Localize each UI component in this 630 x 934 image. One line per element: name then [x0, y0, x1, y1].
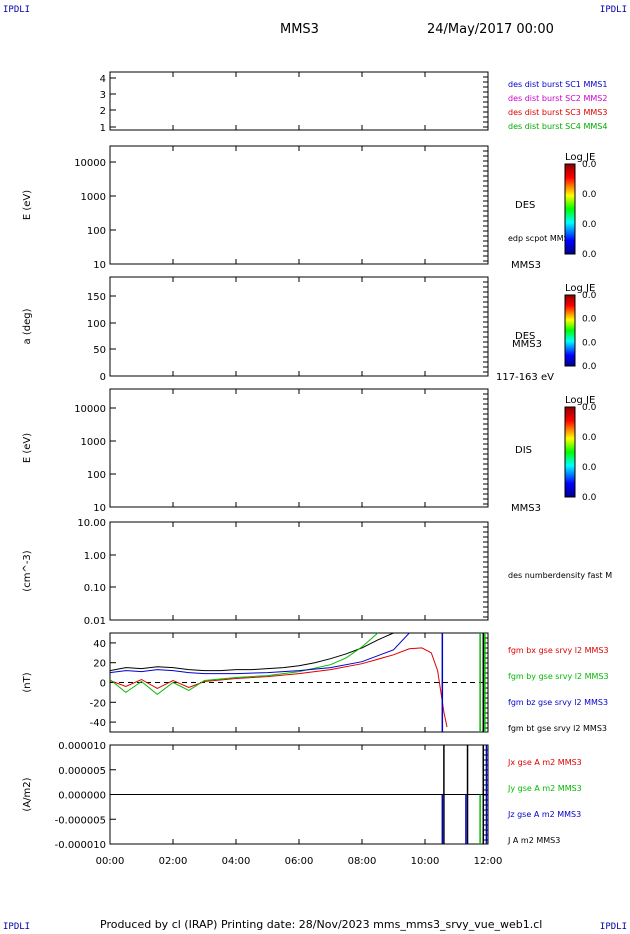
time-tick-label: 02:00 — [159, 856, 188, 867]
y-tick-label: 1.00 — [84, 551, 106, 562]
legend-entry: J A m2 MMS3 — [507, 836, 560, 845]
y-tick-label: -40 — [90, 718, 106, 729]
y-tick-label: 10 — [93, 260, 106, 271]
y-tick-label: 50 — [93, 345, 106, 356]
p5-frame — [109, 521, 489, 621]
y-tick-label: 0.000010 — [58, 741, 106, 752]
series-line — [109, 632, 394, 672]
p2-side-label: DES — [515, 200, 535, 211]
date-title: 24/May/2017 00:00 — [427, 22, 554, 37]
legend-entry: fgm bx gse srvy l2 MMS3 — [508, 646, 609, 655]
y-tick-label: 1000 — [81, 437, 106, 448]
p4-side-label: DIS — [515, 445, 532, 456]
p4-colorbar-title: Log JE — [565, 395, 595, 406]
legend-entry: fgm bz gse srvy l2 MMS3 — [508, 698, 608, 707]
y-tick-label: 0.01 — [84, 616, 106, 627]
p4-bottom-label: MMS3 — [511, 503, 541, 514]
y-tick-label: 10 — [93, 503, 106, 514]
legend-entry: Jx gse A m2 MMS3 — [507, 758, 582, 767]
corner-mark-top-right: IPDLI — [599, 5, 627, 15]
colorbar-tick-label: 0.0 — [582, 220, 597, 230]
y-tick-label: 0 — [100, 372, 106, 383]
colorbar-tick-label: 0.0 — [582, 291, 597, 301]
legend-entry: fgm bt gse srvy l2 MMS3 — [508, 724, 607, 733]
legend-entry: des numberdensity fast M — [508, 571, 612, 580]
time-tick-label: 04:00 — [222, 856, 251, 867]
y-tick-label: 150 — [87, 292, 106, 303]
colorbar-tick-label: 0.0 — [582, 338, 597, 348]
series-line — [109, 632, 379, 696]
p2-sub-label: edp scpot MMS3 — [508, 234, 574, 243]
footer-credit: Produced by cl (IRAP) Printing date: 28/… — [100, 918, 543, 931]
y-tick-label: 100 — [87, 470, 106, 481]
p3-bottom-label: 117-163 eV — [496, 372, 554, 383]
colorbar-tick-label: 0.0 — [582, 433, 597, 443]
time-tick-label: 00:00 — [96, 856, 125, 867]
y-tick-label: 1 — [100, 123, 106, 134]
p2-bottom-label: MMS3 — [511, 260, 541, 271]
legend-entry: des dist burst SC3 MMS3 — [508, 108, 607, 117]
y-tick-label: 100 — [87, 226, 106, 237]
y-tick-label: 10000 — [74, 404, 106, 415]
colorbar-tick-label: 0.0 — [582, 403, 597, 413]
corner-mark-bottom-left: IPDLI — [3, 922, 31, 932]
p3-ylabel: a (deg) — [22, 308, 33, 344]
p1-frame — [109, 71, 489, 131]
y-tick-label: 0.10 — [84, 583, 106, 594]
p4-frame — [109, 388, 489, 508]
p2-frame — [109, 145, 489, 265]
p7-ylabel: (A/m2) — [22, 777, 33, 811]
p3-colorbar-title: Log JE — [565, 283, 595, 294]
p3-side-label: DES — [515, 331, 535, 342]
legend-entry: fgm by gse srvy l2 MMS3 — [508, 672, 609, 681]
p5-ylabel: (cm^-3) — [22, 550, 33, 591]
p3-sub-label: MMS3 — [512, 339, 542, 350]
p2-colorbar — [564, 163, 576, 255]
p3-frame — [109, 276, 489, 377]
legend-entry: Jz gse A m2 MMS3 — [507, 810, 581, 819]
legend-entry: des dist burst SC4 MMS4 — [508, 122, 607, 131]
p4-ylabel: E (eV) — [22, 433, 33, 463]
y-tick-label: 0 — [100, 679, 106, 690]
time-tick-label: 10:00 — [411, 856, 440, 867]
y-tick-label: 10000 — [74, 158, 106, 169]
y-tick-label: 20 — [93, 659, 106, 670]
series-line — [109, 632, 410, 675]
time-tick-label: 06:00 — [285, 856, 314, 867]
series-line — [109, 647, 448, 728]
y-tick-label: 4 — [100, 74, 106, 85]
p2-colorbar-title: Log JE — [565, 152, 595, 163]
y-tick-label: -0.000010 — [55, 840, 106, 851]
y-tick-label: 100 — [87, 319, 106, 330]
corner-mark-bottom-right: IPDLI — [599, 922, 627, 932]
p2-ylabel: E (eV) — [22, 190, 33, 220]
y-tick-label: 10.00 — [77, 518, 106, 529]
y-tick-label: 0.000000 — [58, 791, 106, 802]
colorbar-tick-label: 0.0 — [582, 362, 597, 372]
y-tick-label: 1000 — [81, 192, 106, 203]
colorbar-tick-label: 0.0 — [582, 250, 597, 260]
colorbar-tick-label: 0.0 — [582, 315, 597, 325]
legend-entry: Jy gse A m2 MMS3 — [507, 784, 582, 793]
y-tick-label: 3 — [100, 90, 106, 101]
y-tick-label: 2 — [100, 106, 106, 117]
y-tick-label: 0.000005 — [58, 766, 106, 777]
colorbar-tick-label: 0.0 — [582, 493, 597, 503]
colorbar-tick-label: 0.0 — [582, 190, 597, 200]
p3-colorbar — [564, 294, 576, 367]
colorbar-tick-label: 0.0 — [582, 160, 597, 170]
stacked-panels-chart: 1 2 3 4 des dist burst SC1 MMS1 des dist burs… — [22, 71, 612, 867]
y-tick-label: -0.000005 — [55, 815, 106, 826]
p4-colorbar — [564, 406, 576, 498]
y-tick-label: 40 — [93, 639, 106, 650]
legend-entry: des dist burst SC1 MMS1 — [508, 80, 607, 89]
corner-mark-top-left: IPDLI — [3, 5, 31, 15]
time-tick-label: 12:00 — [474, 856, 503, 867]
colorbar-tick-label: 0.0 — [582, 463, 597, 473]
p6-ylabel: (nT) — [22, 672, 33, 692]
y-tick-label: -20 — [90, 698, 106, 709]
spacecraft-title: MMS3 — [280, 22, 319, 37]
legend-entry: des dist burst SC2 MMS2 — [508, 94, 607, 103]
time-tick-label: 08:00 — [348, 856, 377, 867]
